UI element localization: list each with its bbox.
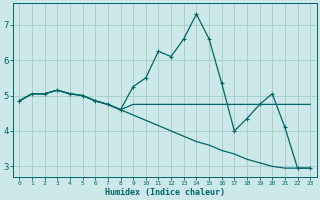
- X-axis label: Humidex (Indice chaleur): Humidex (Indice chaleur): [105, 188, 225, 197]
